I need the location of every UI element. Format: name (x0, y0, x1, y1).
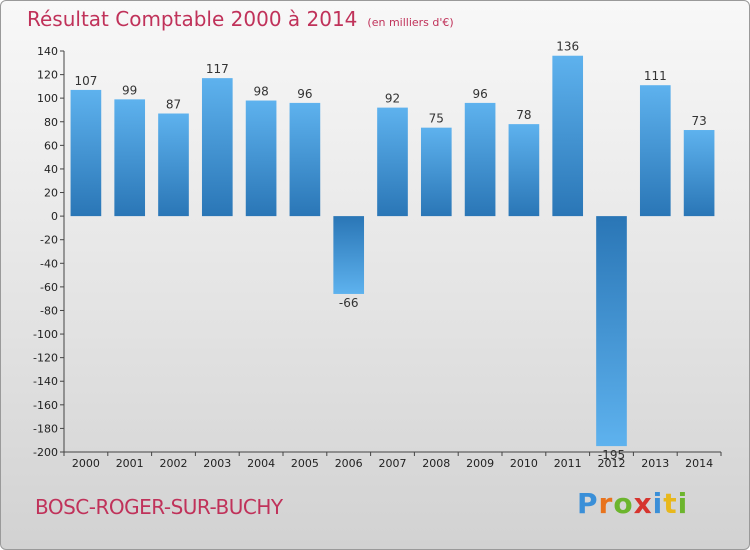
brand-letter: x (633, 487, 653, 520)
y-tick-label: -120 (33, 352, 58, 365)
x-tick-label: 2003 (203, 457, 231, 470)
bar-2001 (114, 99, 146, 217)
bar-2011 (552, 55, 584, 217)
brand-letter: P (577, 487, 599, 520)
bar-2003 (201, 78, 233, 217)
bars (70, 55, 715, 447)
y-tick-label: -160 (33, 399, 58, 412)
x-tick-label: 2005 (291, 457, 319, 470)
chart-subtitle: (en milliers d'€) (367, 16, 454, 29)
brand-letter: t (663, 487, 678, 520)
x-tick-label: 2007 (379, 457, 407, 470)
y-tick-label: 140 (37, 45, 58, 58)
y-tick-label: 60 (44, 139, 58, 152)
y-tick-label: -180 (33, 422, 58, 435)
y-tick-label: 0 (51, 210, 58, 223)
y-tick-label: -60 (40, 281, 58, 294)
x-tick-label: 2002 (160, 457, 188, 470)
bar-2000 (70, 89, 102, 217)
bar-2008 (420, 127, 452, 217)
value-label: 92 (385, 92, 400, 106)
bar-2013 (639, 85, 671, 217)
y-tick-label: -40 (40, 257, 58, 270)
axes: 140 120 100 80 60 40 20 0 -20 -40 -60 -80 -100 -120 -1… (33, 45, 722, 470)
brand-letter: o (613, 487, 634, 520)
y-tick-label: -20 (40, 234, 58, 247)
value-label: 73 (691, 114, 706, 128)
value-label: 99 (122, 83, 137, 97)
bar-2009 (464, 102, 496, 217)
y-tick-label: -200 (33, 446, 58, 459)
bar-2006 (333, 216, 365, 294)
y-tick-label: 120 (37, 69, 58, 82)
bar-2014 (683, 130, 715, 217)
value-label: 96 (297, 87, 312, 101)
value-label: 98 (253, 85, 268, 99)
proxiti-logo[interactable]: Proxiti (577, 487, 688, 520)
value-label: -66 (339, 296, 359, 310)
value-labels: 107 99 87 117 98 96 -66 92 75 96 78 136 -195 111 73 (74, 40, 706, 462)
y-tick-label: 100 (37, 92, 58, 105)
chart-title: Résultat Comptable 2000 à 2014 (27, 7, 358, 31)
value-label: 111 (644, 69, 667, 83)
chart-title-block: Résultat Comptable 2000 à 2014 (en millie… (27, 7, 454, 31)
x-tick-label: 2000 (72, 457, 100, 470)
municipality-name: BOSC-ROGER-SUR-BUCHY (35, 495, 283, 519)
bar-2012 (596, 216, 627, 447)
x-tick-label: 2011 (554, 457, 582, 470)
x-tick-label: 2008 (422, 457, 450, 470)
value-label: 78 (516, 108, 531, 122)
x-tick-label: 2004 (247, 457, 275, 470)
y-tick-label: 20 (44, 187, 58, 200)
y-tick-label: -80 (40, 304, 58, 317)
value-label: 107 (74, 74, 97, 88)
brand-letter: r (598, 487, 614, 520)
value-label: 96 (472, 87, 487, 101)
y-tick-label: 40 (44, 163, 58, 176)
value-label: -195 (598, 448, 625, 462)
x-tick-label: 2006 (335, 457, 363, 470)
x-tick-label: 2010 (510, 457, 538, 470)
x-tick-label: 2014 (685, 457, 713, 470)
bar-2002 (158, 113, 189, 217)
x-tick-label: 2013 (641, 457, 669, 470)
brand-letter: i (677, 487, 689, 520)
value-label: 117 (206, 62, 229, 76)
y-tick-label: -140 (33, 375, 58, 388)
bar-2004 (245, 100, 277, 217)
x-tick-label: 2001 (116, 457, 144, 470)
brand-letter: i (652, 487, 664, 520)
value-label: 75 (429, 112, 444, 126)
bar-2005 (289, 102, 321, 217)
y-tick-label: -100 (33, 328, 58, 341)
bar-2010 (508, 124, 540, 217)
bar-2007 (377, 107, 408, 217)
x-tick-label: 2009 (466, 457, 494, 470)
value-label: 87 (166, 98, 181, 112)
value-label: 136 (556, 40, 579, 54)
x-tick-label: 2012 (598, 457, 626, 470)
y-tick-label: 80 (44, 116, 58, 129)
